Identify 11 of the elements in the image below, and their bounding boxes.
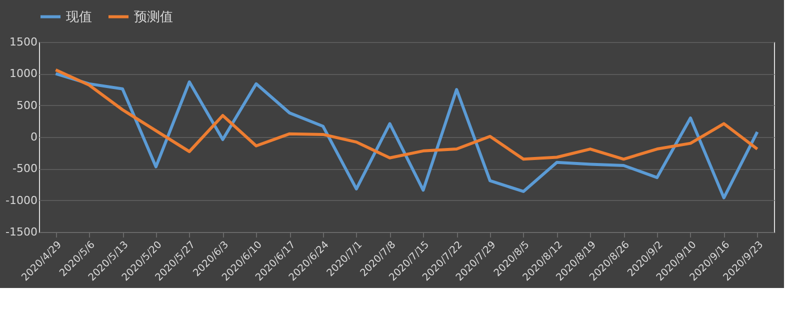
y-tick-label: 500 bbox=[16, 98, 38, 112]
line-series bbox=[54, 72, 759, 200]
line-series bbox=[54, 68, 759, 161]
y-tick-label: 1000 bbox=[10, 67, 38, 80]
y-tick-label: -1000 bbox=[6, 194, 38, 207]
legend-label: 现值 bbox=[66, 10, 92, 25]
legend-label: 预测值 bbox=[134, 10, 173, 25]
y-tick-label: 1500 bbox=[10, 36, 38, 48]
y-tick-label: -1500 bbox=[6, 226, 38, 238]
y-tick-label: -500 bbox=[12, 162, 38, 176]
y-tick-label: 0 bbox=[30, 130, 38, 144]
